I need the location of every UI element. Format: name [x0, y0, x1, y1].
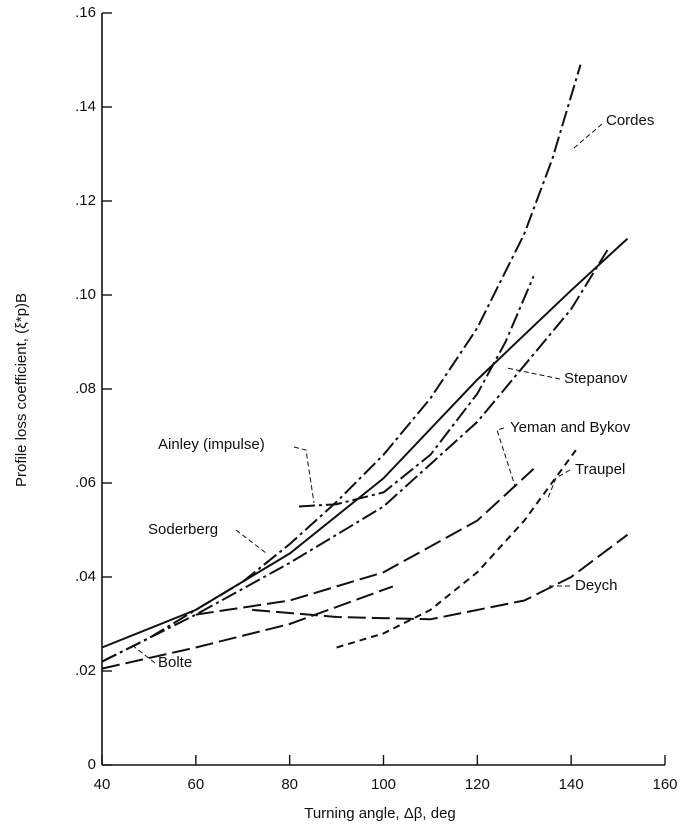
series-line — [101, 237, 629, 649]
y-tick-label: .14 — [75, 98, 96, 115]
series-line — [336, 449, 577, 649]
x-tick-label: 60 — [187, 776, 204, 793]
y-tick-label: .16 — [75, 4, 96, 21]
leader-line — [573, 123, 603, 149]
series-line — [101, 585, 394, 670]
leader-line — [131, 644, 156, 664]
leader-line — [547, 469, 571, 499]
y-tick-label: .06 — [75, 474, 96, 491]
series-label: Soderberg — [148, 521, 218, 538]
series-line — [101, 64, 582, 663]
x-tick-label: 140 — [559, 776, 584, 793]
series-line — [195, 468, 535, 616]
series-label: Yeman and Bykov — [510, 419, 631, 436]
x-tick-label: 160 — [652, 776, 677, 793]
series-line — [101, 247, 610, 663]
series-line — [252, 533, 629, 621]
series-label: Bolte — [158, 654, 192, 671]
leader-line — [496, 427, 516, 487]
y-tick-label: .08 — [75, 380, 96, 397]
x-tick-label: 120 — [465, 776, 490, 793]
leader-line — [293, 446, 315, 504]
y-tick-label: .04 — [75, 568, 96, 585]
series-label: Deych — [575, 577, 618, 594]
x-axis-label: Turning angle, Δβ, deg — [304, 805, 456, 822]
series-label: Ainley (impulse) — [158, 436, 265, 453]
leader-line — [506, 367, 561, 380]
y-axis-label: Profile loss coefficient, (ξ*p)B — [13, 293, 30, 487]
series-label: Traupel — [575, 461, 625, 478]
y-tick-label: 0 — [88, 756, 96, 773]
y-tick-label: .12 — [75, 192, 96, 209]
x-tick-label: 100 — [371, 776, 396, 793]
x-tick-label: 40 — [94, 776, 111, 793]
series-label: Cordes — [606, 112, 654, 129]
leader-line — [235, 529, 267, 554]
series-line — [298, 275, 535, 508]
y-tick-label: .10 — [75, 286, 96, 303]
series-label: Stepanov — [564, 370, 628, 387]
x-tick-label: 80 — [281, 776, 298, 793]
y-tick-label: .02 — [75, 662, 96, 679]
